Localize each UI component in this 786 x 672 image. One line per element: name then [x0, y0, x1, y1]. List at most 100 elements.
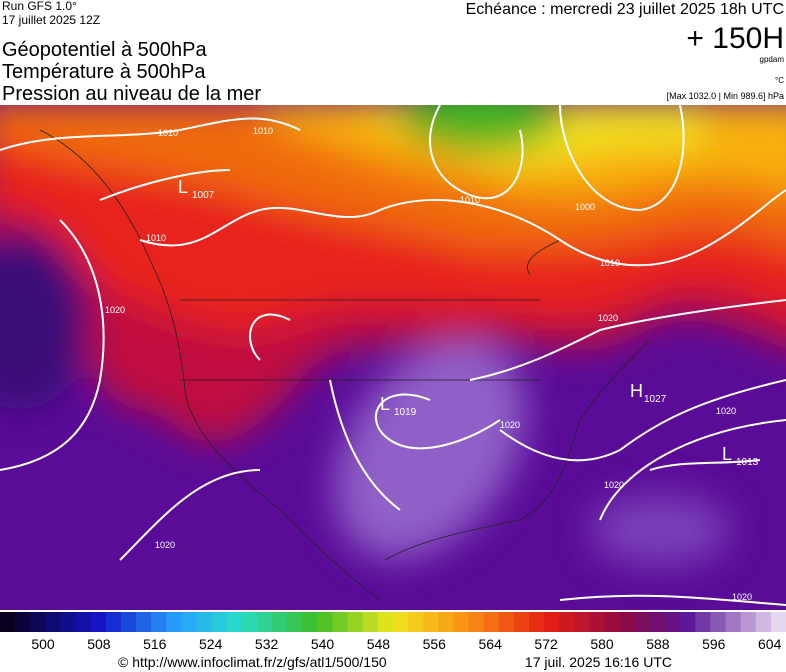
isobar-label: 1020 [716, 406, 736, 416]
scale-label: 596 [702, 636, 726, 652]
color-swatch [45, 612, 61, 632]
center-type: L [722, 444, 732, 464]
title-1: Géopotentiel à 500hPa [2, 39, 207, 61]
color-swatch [226, 612, 243, 632]
color-swatch [241, 612, 258, 632]
unit-temp: °C [775, 76, 784, 85]
scale-label: 548 [367, 636, 391, 652]
scale-label: 532 [255, 636, 279, 652]
color-swatch [393, 612, 409, 632]
color-swatch [0, 612, 16, 632]
color-swatch [619, 612, 636, 632]
isobar-label: 1000 [575, 202, 595, 212]
color-swatch [574, 612, 590, 632]
color-swatch [362, 612, 379, 632]
center-value: 1027 [644, 394, 667, 405]
color-swatch [589, 612, 606, 632]
isobar-label: 1020 [105, 305, 125, 315]
title-3: Pression au niveau de la mer [2, 83, 261, 105]
isobar-label: 1010 [600, 258, 620, 268]
center-value: 1013 [736, 457, 759, 468]
color-swatch [559, 612, 575, 632]
color-swatch [468, 612, 485, 632]
color-swatch [483, 612, 500, 632]
scale-label: 524 [199, 636, 223, 652]
map [0, 105, 786, 610]
scale-label: 500 [31, 636, 55, 652]
color-swatch [770, 612, 786, 632]
color-swatch [272, 612, 288, 632]
footer-timestamp: 17 juil. 2025 16:16 UTC [525, 654, 672, 670]
pressure-range: [Max 1032.0 | Min 989.6] hPa [667, 91, 784, 101]
center-type: L [380, 394, 390, 414]
lead-time: + 150H [686, 22, 784, 55]
scale-label: 564 [479, 636, 503, 652]
color-swatch [544, 612, 560, 632]
run-date: 17 juillet 2025 12Z [2, 13, 100, 27]
color-swatch [529, 612, 545, 632]
color-swatch [332, 612, 349, 632]
center-type: H [630, 381, 643, 401]
unit-geo: gpdam [760, 55, 785, 64]
color-swatch [120, 612, 137, 632]
color-swatch [317, 612, 334, 632]
color-swatch [740, 612, 757, 632]
isobar-label: 1010 [253, 126, 273, 136]
color-swatch [377, 612, 394, 632]
center-type: L [178, 177, 188, 197]
color-swatch [287, 612, 303, 632]
color-swatch [634, 612, 651, 632]
isobar-label: 1010 [146, 233, 166, 243]
center-value: 1007 [192, 190, 215, 201]
scale-label: 556 [423, 636, 447, 652]
color-swatch [302, 612, 318, 632]
color-swatch [725, 612, 742, 632]
color-swatch [649, 612, 666, 632]
color-swatch [181, 612, 197, 632]
color-swatch [438, 612, 454, 632]
color-swatch [166, 612, 182, 632]
color-swatch [75, 612, 92, 632]
footer-url: © http://www.infoclimat.fr/z/gfs/atl1/50… [118, 654, 387, 670]
color-swatch [347, 612, 364, 632]
color-swatch [408, 612, 424, 632]
color-swatch [604, 612, 621, 632]
scale-label: 572 [534, 636, 558, 652]
color-swatch [15, 612, 31, 632]
scale-label: 588 [646, 636, 670, 652]
color-swatch [453, 612, 470, 632]
isobar-label: 1020 [604, 480, 624, 490]
color-swatch [423, 612, 439, 632]
color-swatch [90, 612, 107, 632]
color-swatch [513, 612, 530, 632]
color-swatch [498, 612, 515, 632]
color-swatch [60, 612, 77, 632]
isobar-label: 1020 [598, 313, 618, 323]
isobar-label: 1010 [158, 128, 178, 138]
isobar-label: 1020 [500, 420, 520, 430]
color-swatch [755, 612, 772, 632]
scale-label: 540 [311, 636, 335, 652]
title-2: Température à 500hPa [2, 61, 206, 83]
center-value: 1019 [394, 407, 417, 418]
color-swatch [665, 612, 681, 632]
color-scale: 500 508 516 524 532 540 548 556 564 572 580 588 596 6… [0, 612, 786, 652]
isobar-label: 1010 [460, 195, 480, 205]
echeance: Echéance : mercredi 23 juillet 2025 18h … [466, 1, 784, 18]
color-swatch [196, 612, 213, 632]
scale-label: 508 [87, 636, 111, 652]
color-swatch [136, 612, 152, 632]
color-swatch [30, 612, 46, 632]
color-swatch [256, 612, 273, 632]
run: Run GFS 1.0° [2, 0, 77, 13]
scale-label: 580 [590, 636, 614, 652]
color-swatch [695, 612, 711, 632]
isobar-label: 1020 [155, 540, 175, 550]
color-swatch [211, 612, 228, 632]
color-swatch [680, 612, 696, 632]
color-swatch [710, 612, 727, 632]
color-swatch [151, 612, 167, 632]
isobar-label: 1020 [732, 592, 752, 602]
scale-label: 604 [758, 636, 782, 652]
